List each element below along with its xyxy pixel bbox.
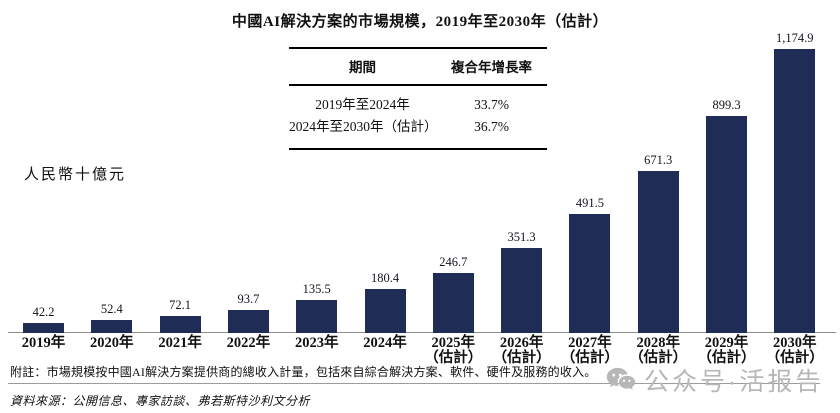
footer-divider-line [8,383,820,384]
cagr-table: 期間 複合年增長率 2019年至2024年 33.7% 2024年至2030年（… [289,47,547,150]
bar-value-label: 491.5 [575,196,604,211]
cagr-table-header-row: 期間 複合年增長率 [289,49,547,86]
bar-value-label: 93.7 [237,292,260,307]
x-axis-label: 2023年 [294,335,339,351]
bar [501,248,543,333]
bar [569,214,611,333]
x-axis-label: 2029年 （估計） [697,335,756,366]
cagr-value-cell: 36.7% [474,119,509,134]
bar-value-label: 180.4 [370,271,400,286]
cagr-period-cell: 2019年至2024年 [315,97,410,112]
bar [637,170,679,333]
x-axis-label: 2027年 （估計） [560,335,619,366]
x-axis-label: 2022年 [226,335,271,351]
y-axis-unit-label: 人民幣十億元 [24,167,127,183]
bar [23,322,64,333]
table-row: 2019年至2024年 33.7% [289,94,547,116]
cagr-period-cell: 2024年至2030年（估計） [289,119,438,134]
bar [364,289,406,333]
cagr-table-header-cagr: 複合年增長率 [451,60,533,75]
wechat-icon [606,367,636,393]
bar [706,115,747,333]
cagr-table-header-period: 期間 [349,60,377,75]
x-axis-label: 2024年 [363,335,407,351]
bar-value-label: 246.7 [439,255,468,270]
cagr-value-cell: 33.7% [474,97,509,112]
bar [296,300,338,333]
watermark-text: 公众号·活报告 [644,368,824,396]
source-note: 資料來源：公開信息、專家訪談、弗若斯特沙利文分析 [10,394,311,408]
x-axis-label: 2019年 [21,335,66,351]
bar [159,315,201,333]
bar-value-label: 671.3 [644,152,673,167]
x-axis-line [8,332,836,333]
bar [432,273,474,333]
table-row: 2024年至2030年（估計） 36.7% [289,116,547,138]
cagr-table-body: 2019年至2024年 33.7% 2024年至2030年（估計） 36.7% [289,86,547,148]
bar-value-label: 72.1 [169,297,192,312]
bar-value-label: 52.4 [100,302,123,317]
bar-value-label: 1,174.9 [776,31,814,46]
x-axis-label: 2021年 [158,335,202,351]
x-axis-label: 2025年 （估計） [424,335,483,366]
bar-value-label: 899.3 [712,97,741,112]
x-axis-label: 2026年 （估計） [492,335,551,366]
bar [91,320,133,333]
x-axis-label: 2030年 （估計） [765,335,824,366]
bar-value-label: 42.2 [32,304,55,319]
x-axis-label: 2020年 [90,335,134,351]
bar-value-label: 351.3 [507,230,536,245]
bar [774,49,816,333]
bar-value-label: 135.5 [302,282,331,297]
watermark: 公众号·活报告 [606,362,823,398]
footnote: 附註：市場規模按中國AI解決方案提供商的總收入計量，包括來自綜合解決方案、軟件、… [10,365,597,379]
chart-title: 中國AI解決方案的市場規模，2019年至2030年（估計） [231,14,609,30]
x-axis-label: 2028年 （估計） [629,335,688,366]
bar [227,310,269,333]
